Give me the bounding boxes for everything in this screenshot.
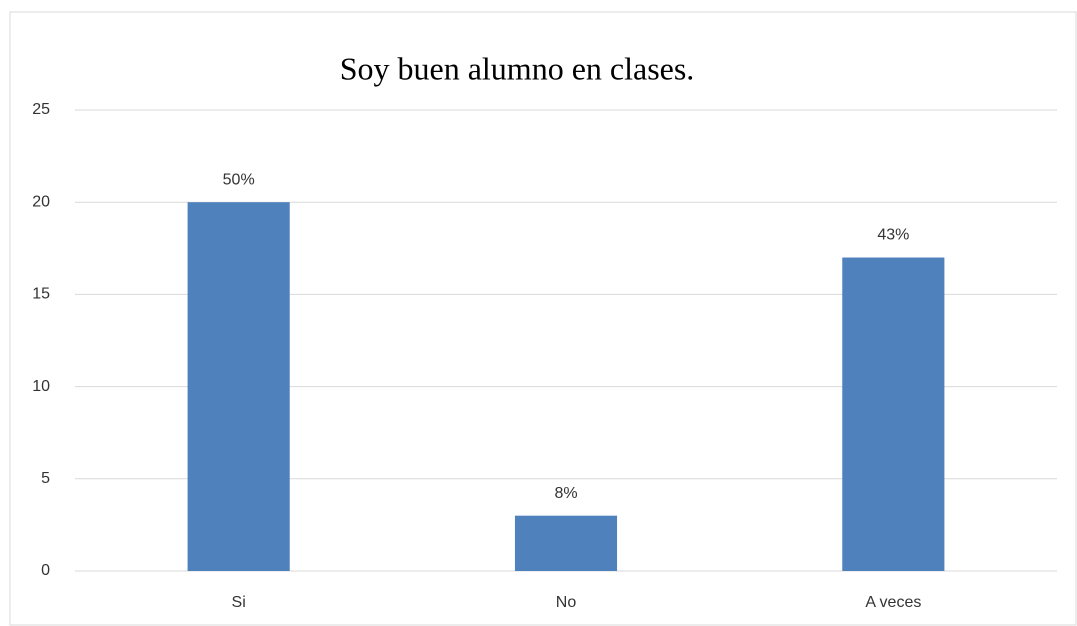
x-tick-label: Si: [232, 594, 246, 611]
y-tick-label: 10: [32, 378, 50, 395]
data-label: 8%: [554, 485, 577, 502]
bar: [514, 515, 618, 571]
x-tick-label: A veces: [865, 594, 921, 611]
data-label: 50%: [223, 171, 255, 188]
y-tick-label: 0: [41, 562, 50, 579]
y-tick-label: 25: [32, 101, 50, 118]
chart-title: Soy buen alumno en clases.: [340, 50, 695, 86]
y-tick-label: 15: [32, 286, 50, 303]
y-tick-label: 5: [41, 470, 50, 487]
x-tick-label: No: [556, 594, 577, 611]
y-tick-label: 20: [32, 193, 50, 210]
data-label: 43%: [877, 227, 909, 244]
bar: [842, 257, 945, 571]
bar: [187, 202, 290, 571]
